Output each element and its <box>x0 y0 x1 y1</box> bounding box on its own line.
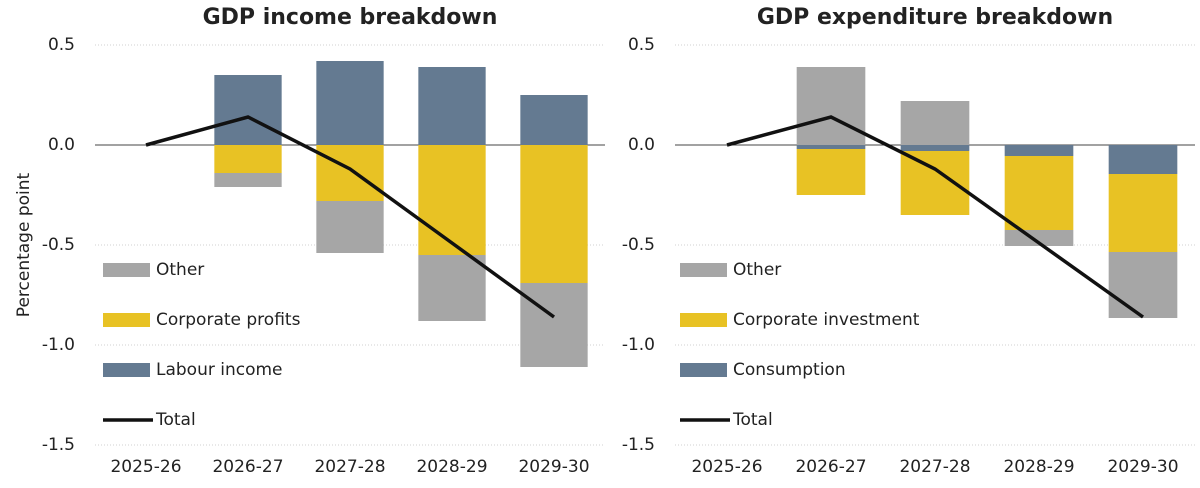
x-tick-label: 2026-27 <box>795 457 866 477</box>
bar <box>418 67 486 145</box>
total-line <box>145 115 556 319</box>
legend-swatch <box>680 363 727 377</box>
y-tick-label: -1.0 <box>42 335 75 355</box>
x-tick-label: 2026-27 <box>212 457 283 477</box>
x-tick-label: 2029-30 <box>1107 457 1178 477</box>
bar <box>900 101 970 145</box>
x-tick-label: 2028-29 <box>416 457 487 477</box>
total-line <box>726 115 1145 319</box>
bar <box>214 75 282 145</box>
bar <box>214 173 282 187</box>
bar <box>316 145 384 201</box>
chart-title: GDP income breakdown <box>203 5 498 30</box>
legend-label: Corporate investment <box>733 310 920 330</box>
bar <box>316 61 384 145</box>
legend-label: Corporate profits <box>156 310 301 330</box>
legend-label: Other <box>733 260 781 280</box>
legend-label: Consumption <box>733 360 846 380</box>
legend-label: Labour income <box>156 360 283 380</box>
bar <box>316 201 384 253</box>
y-tick-label: -1.0 <box>622 335 655 355</box>
y-tick-label: 0.0 <box>48 135 75 155</box>
chart-title: GDP expenditure breakdown <box>757 5 1113 30</box>
x-tick-label: 2028-29 <box>1003 457 1074 477</box>
x-tick-label: 2027-28 <box>314 457 385 477</box>
y-tick-label: -0.5 <box>42 235 75 255</box>
y-tick-label: -0.5 <box>622 235 655 255</box>
bar <box>418 145 486 255</box>
bar <box>418 255 486 321</box>
bar <box>1108 145 1178 174</box>
y-tick-label: 0.5 <box>48 35 75 55</box>
x-tick-label: 2025-26 <box>110 457 181 477</box>
bar <box>900 145 970 151</box>
y-tick-label: 0.5 <box>628 35 655 55</box>
y-tick-label: -1.5 <box>622 435 655 455</box>
x-tick-label: 2029-30 <box>518 457 589 477</box>
legend-swatch <box>680 313 727 327</box>
bar <box>1004 156 1074 230</box>
bar <box>900 151 970 215</box>
legend-swatch <box>103 313 150 327</box>
legend-label: Total <box>732 410 773 430</box>
bar <box>520 95 588 145</box>
legend-swatch <box>103 363 150 377</box>
legend-swatch <box>103 263 150 277</box>
x-tick-label: 2025-26 <box>691 457 762 477</box>
bar <box>796 149 866 195</box>
bar <box>520 283 588 367</box>
legend-label: Other <box>156 260 204 280</box>
bar <box>1108 174 1178 252</box>
legend-label: Total <box>155 410 196 430</box>
x-tick-label: 2027-28 <box>899 457 970 477</box>
bar <box>1004 230 1074 246</box>
legend-swatch <box>680 263 727 277</box>
bar <box>1004 145 1074 156</box>
y-axis-label: Percentage point <box>14 172 34 317</box>
bar <box>796 145 866 149</box>
bar <box>796 67 866 145</box>
bar <box>214 145 282 173</box>
bar <box>520 145 588 283</box>
bar <box>1108 252 1178 318</box>
y-tick-label: -1.5 <box>42 435 75 455</box>
y-tick-label: 0.0 <box>628 135 655 155</box>
